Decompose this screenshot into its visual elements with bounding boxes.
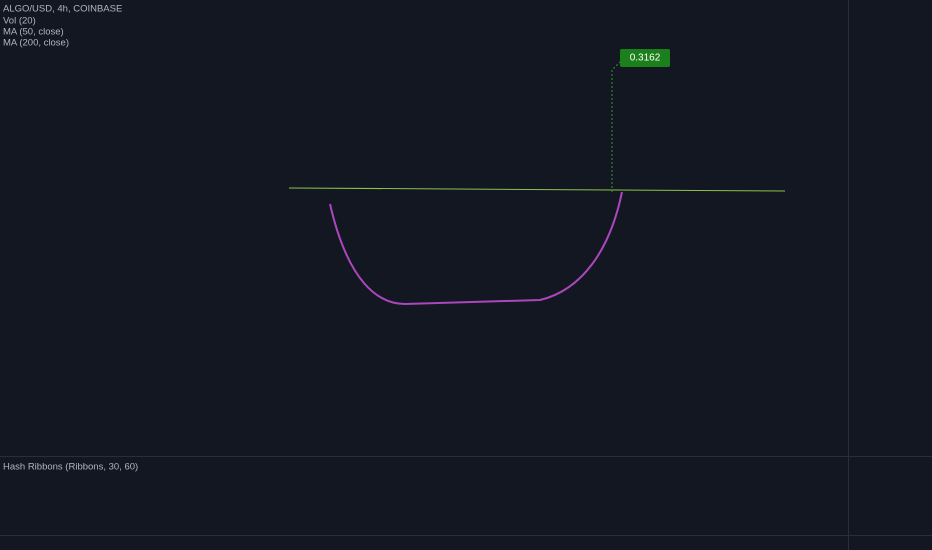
indicator-label: MA (200, close) <box>3 38 69 49</box>
pane-title: Hash Ribbons (Ribbons, 30, 60) <box>3 462 138 473</box>
cup-drawing <box>329 191 623 306</box>
indicator-label: Vol (20) <box>3 16 36 27</box>
indicator-label: MA (50, close) <box>3 27 64 38</box>
chart-title: ALGO/USD, 4h, COINBASE <box>3 4 122 15</box>
target-line <box>611 61 621 192</box>
target-badge <box>620 49 670 67</box>
target-label: 0.3162 <box>630 53 661 64</box>
resistance-line <box>288 187 786 192</box>
